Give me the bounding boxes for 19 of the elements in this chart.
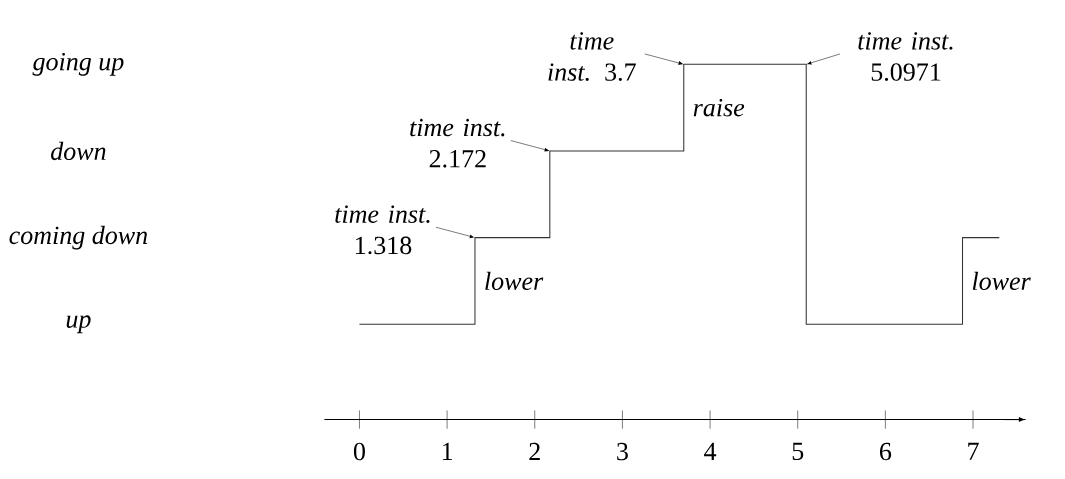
annotation: lower: [972, 271, 1031, 291]
x-tick-label: 0: [353, 442, 365, 461]
x-tick-label: 7: [968, 442, 979, 460]
annotation: time inst. 2.172: [410, 118, 505, 168]
x-tick-label: 6: [879, 442, 892, 461]
text: going up: [32, 52, 124, 76]
text: coming down: [9, 225, 148, 250]
x-tick-label: 5: [792, 442, 804, 461]
x-tick-label: 2: [529, 442, 540, 460]
annotation: time inst. 5.0971: [858, 32, 953, 81]
annotation: raise: [693, 98, 745, 117]
text: down: [51, 141, 106, 161]
annotation: lower: [485, 271, 544, 291]
annotation: time inst. 1.318: [335, 205, 430, 255]
x-tick-label: 1: [442, 442, 453, 460]
annotation: time inst. 3.7: [548, 32, 636, 81]
x-tick-label: 4: [704, 442, 717, 460]
x-tick-label: 3: [617, 442, 628, 461]
text: up: [66, 315, 91, 334]
